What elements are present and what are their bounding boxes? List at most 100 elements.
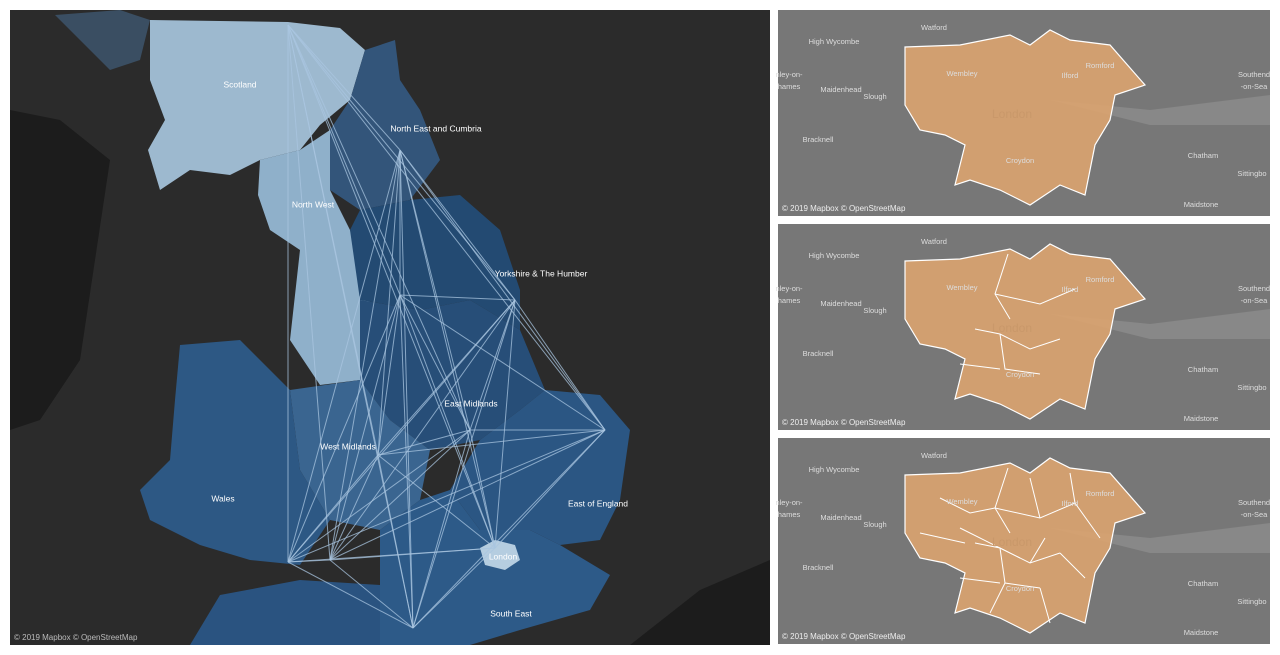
place-label: Southend <box>1238 284 1270 293</box>
attribution: © 2019 Mapbox © OpenStreetMap <box>14 633 138 642</box>
flow-line <box>287 149 401 563</box>
thames-river <box>1050 95 1270 125</box>
place-label: Maidenhead <box>820 513 861 522</box>
place-label: Maidstone <box>1184 628 1219 637</box>
place-label: Chatham <box>1188 151 1218 160</box>
place-label: London <box>992 321 1032 335</box>
borough-border <box>1069 472 1101 539</box>
borough-border <box>974 328 1061 350</box>
place-label: Sittingbo <box>1237 383 1266 392</box>
place-label: Sittingbo <box>1237 169 1266 178</box>
south-west-region <box>190 580 380 645</box>
europe-land <box>630 560 770 645</box>
greater-london-area <box>904 29 1147 206</box>
flow-line <box>399 149 471 431</box>
borough-border <box>999 333 1041 375</box>
place-label: hames <box>778 510 801 519</box>
borough-border <box>959 527 1021 559</box>
flow-line <box>469 429 496 549</box>
flow-line <box>494 299 516 549</box>
borough-border <box>1029 537 1046 564</box>
flow-line <box>287 429 606 563</box>
flow-line <box>377 429 471 456</box>
flow-line <box>287 299 516 563</box>
flow-line <box>287 559 331 563</box>
place-label: -on-Sea <box>1241 82 1269 91</box>
place-label: Croydon <box>1006 156 1034 165</box>
flow-line <box>399 149 516 301</box>
place-label: Croydon <box>1006 370 1034 379</box>
region-label: North East and Cumbria <box>390 123 481 133</box>
region-label: North West <box>292 199 335 209</box>
place-label: -on-Sea <box>1241 510 1269 519</box>
place-label: Maidenhead <box>820 299 861 308</box>
region-label: Yorkshire & The Humber <box>495 268 588 278</box>
flow-line <box>287 24 516 301</box>
london-map-panel: High Wycombe Watford Wembley Romford Ilford S… <box>775 438 1270 644</box>
flow-line <box>329 149 401 561</box>
flow-line <box>399 149 606 431</box>
place-label: hames <box>778 82 801 91</box>
flow-line <box>412 299 516 629</box>
region-label: Scotland <box>223 79 256 89</box>
region-label: Wales <box>211 493 234 503</box>
london-map-panel: High Wycombe Watford Wembley Romford Ilford S… <box>775 224 1270 430</box>
flow-line <box>287 24 331 561</box>
flow-line <box>399 149 414 629</box>
thames-river <box>1050 309 1270 339</box>
region-label: London <box>489 551 518 561</box>
place-label: Bracknell <box>803 349 834 358</box>
borough-border <box>959 577 1001 584</box>
place-label: Slough <box>863 520 886 529</box>
ireland-land <box>10 110 110 430</box>
place-label: Slough <box>863 92 886 101</box>
borough-border <box>1059 552 1086 579</box>
region-label: East Midlands <box>444 398 497 408</box>
place-label: hames <box>778 296 801 305</box>
place-label: London <box>992 535 1032 549</box>
borough-border <box>1029 477 1041 519</box>
flow-line <box>412 429 606 629</box>
place-label: High Wycombe <box>809 251 860 260</box>
place-label: Southend <box>1238 70 1270 79</box>
north-west-region <box>258 130 370 385</box>
place-label: Watford <box>921 237 947 246</box>
flow-line <box>399 294 414 629</box>
flow-line <box>329 547 496 561</box>
place-label: nley-on- <box>775 284 803 293</box>
place-label: Watford <box>921 451 947 460</box>
london-region <box>480 540 520 570</box>
region-label: West Midlands <box>320 441 376 451</box>
flow-line <box>287 24 401 296</box>
place-label: Romford <box>1086 61 1115 70</box>
flow-line <box>287 24 496 549</box>
place-label: High Wycombe <box>809 37 860 46</box>
flow-line <box>329 294 401 561</box>
uk-region-map: Scotland North East and Cumbria North West… <box>10 10 770 645</box>
flow-line <box>399 294 471 431</box>
borough-border <box>939 497 996 514</box>
thames-river <box>1050 523 1270 553</box>
place-label: Chatham <box>1188 365 1218 374</box>
east-england-region <box>450 390 630 545</box>
place-label: Maidenhead <box>820 85 861 94</box>
attribution: © 2019 Mapbox © OpenStreetMap <box>782 204 906 213</box>
flow-line <box>399 294 606 431</box>
place-label: Ilford <box>1062 71 1079 80</box>
flow-line <box>287 24 401 151</box>
flow-line <box>494 429 606 549</box>
flow-line <box>287 561 414 629</box>
flow-line <box>399 294 496 549</box>
place-label: Bracknell <box>803 135 834 144</box>
place-label: Maidstone <box>1184 200 1219 209</box>
yorkshire-region <box>350 195 520 330</box>
flow-line <box>399 294 516 301</box>
place-label: Southend <box>1238 498 1270 507</box>
region-label: East of England <box>568 498 628 508</box>
islands <box>55 10 150 70</box>
borough-border <box>1039 587 1051 624</box>
borough-border <box>989 582 1006 614</box>
place-label: Slough <box>863 306 886 315</box>
flow-line <box>377 454 414 629</box>
